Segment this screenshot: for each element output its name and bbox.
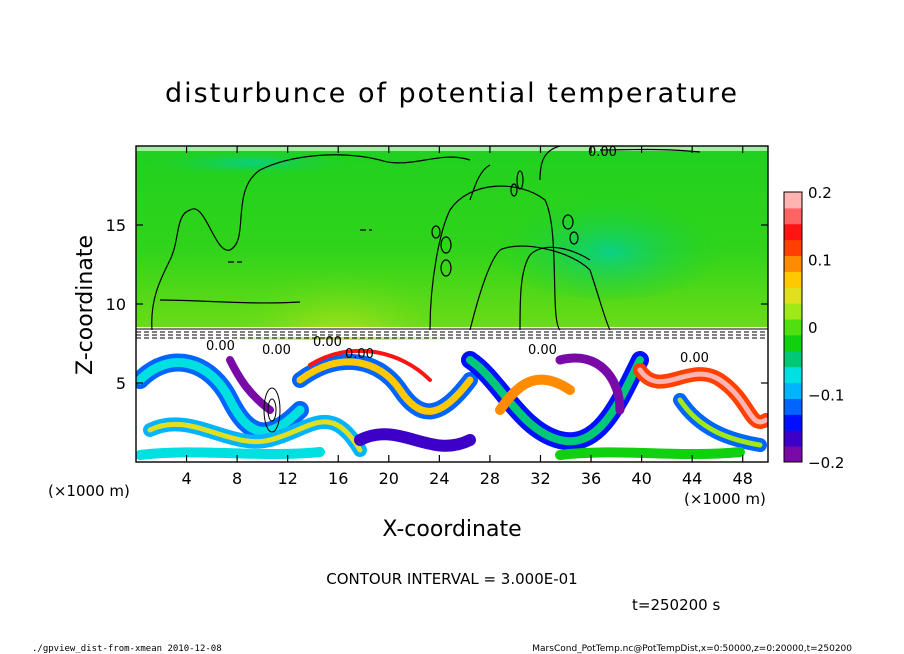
contour-interval-text: CONTOUR INTERVAL = 3.000E-01 (326, 570, 577, 588)
x-tick-label: 36 (581, 469, 601, 488)
colorbar-swatch (784, 303, 802, 320)
plot-area: 0.00 0.00 0.00 0.00 0.00 0.00 0.00 (136, 145, 768, 462)
colorbar-tick-label: 0 (808, 319, 818, 337)
contour-value-labels: 0.00 0.00 0.00 0.00 0.00 0.00 0.00 (206, 145, 709, 366)
contour-label: 0.00 (313, 335, 342, 350)
x-axis-label: X-coordinate (382, 517, 521, 542)
colorbar: 0.2 0.1 0 −0.1 −0.2 (783, 184, 844, 472)
x-tick-label: 4 (181, 469, 191, 488)
colorbar-swatch (784, 446, 802, 463)
colorbar-swatch (784, 430, 802, 447)
x-tick-label: 44 (682, 469, 702, 488)
contour-label: 0.00 (206, 339, 235, 354)
colorbar-tick-label: 0.1 (808, 252, 832, 270)
footer-right: MarsCond_PotTemp.nc@PotTempDist,x=0:5000… (532, 644, 852, 654)
colorbar-swatch (784, 271, 802, 288)
y-tick-label: 10 (106, 295, 126, 314)
chart-title: disturbunce of potential temperature (165, 78, 739, 109)
colorbar-tick-label: 0.2 (808, 184, 832, 202)
colorbar-swatch (784, 350, 802, 368)
colorbar-swatch (784, 255, 802, 272)
contour-ovals (431, 170, 579, 277)
footer-left: ./gpview_dist-from-xmean 2010-12-08 (32, 644, 222, 654)
colorbar-swatch (784, 366, 802, 384)
colorbar-swatch (784, 239, 802, 257)
y-tick-label: 15 (106, 216, 126, 235)
x-unit-label-right: (×1000 m) (684, 490, 766, 508)
contour-label: 0.00 (528, 343, 557, 358)
colorbar-tick-label: −0.2 (808, 454, 844, 472)
y-axis: 5 10 15 (106, 216, 768, 393)
convective-layer-field (136, 340, 768, 462)
contour-label: 0.00 (588, 145, 617, 160)
colorbar-swatch (784, 334, 802, 352)
contour-label: 0.00 (345, 347, 374, 362)
contour-lines (151, 146, 701, 331)
x-axis: 4 8 12 16 20 24 28 32 36 40 44 48 (181, 146, 753, 488)
colorbar-swatch (784, 223, 802, 241)
x-tick-label: 48 (733, 469, 753, 488)
colorbar-swatch (784, 207, 802, 225)
colorbar-swatch (784, 319, 802, 336)
x-tick-label: 40 (631, 469, 651, 488)
colorbar-swatch (784, 382, 802, 399)
y-axis-label: Z-coordinate (73, 235, 98, 375)
x-tick-label: 32 (530, 469, 550, 488)
x-tick-label: 8 (232, 469, 242, 488)
x-unit-label-left: (×1000 m) (48, 482, 130, 500)
colorbar-swatch (784, 192, 802, 209)
x-tick-label: 12 (278, 469, 298, 488)
time-label: t=250200 s (632, 596, 720, 614)
y-tick-label: 5 (116, 374, 126, 393)
colorbar-swatch (784, 398, 802, 415)
colorbar-tick-label: −0.1 (808, 387, 844, 405)
x-tick-label: 20 (379, 469, 399, 488)
contour-label: 0.00 (262, 343, 291, 358)
x-tick-label: 16 (328, 469, 348, 488)
contour-label: 0.00 (680, 351, 709, 366)
colorbar-swatch (784, 414, 802, 431)
x-tick-label: 28 (480, 469, 500, 488)
colorbar-frame (783, 191, 803, 463)
colorbar-swatch (784, 287, 802, 304)
x-tick-label: 24 (429, 469, 449, 488)
